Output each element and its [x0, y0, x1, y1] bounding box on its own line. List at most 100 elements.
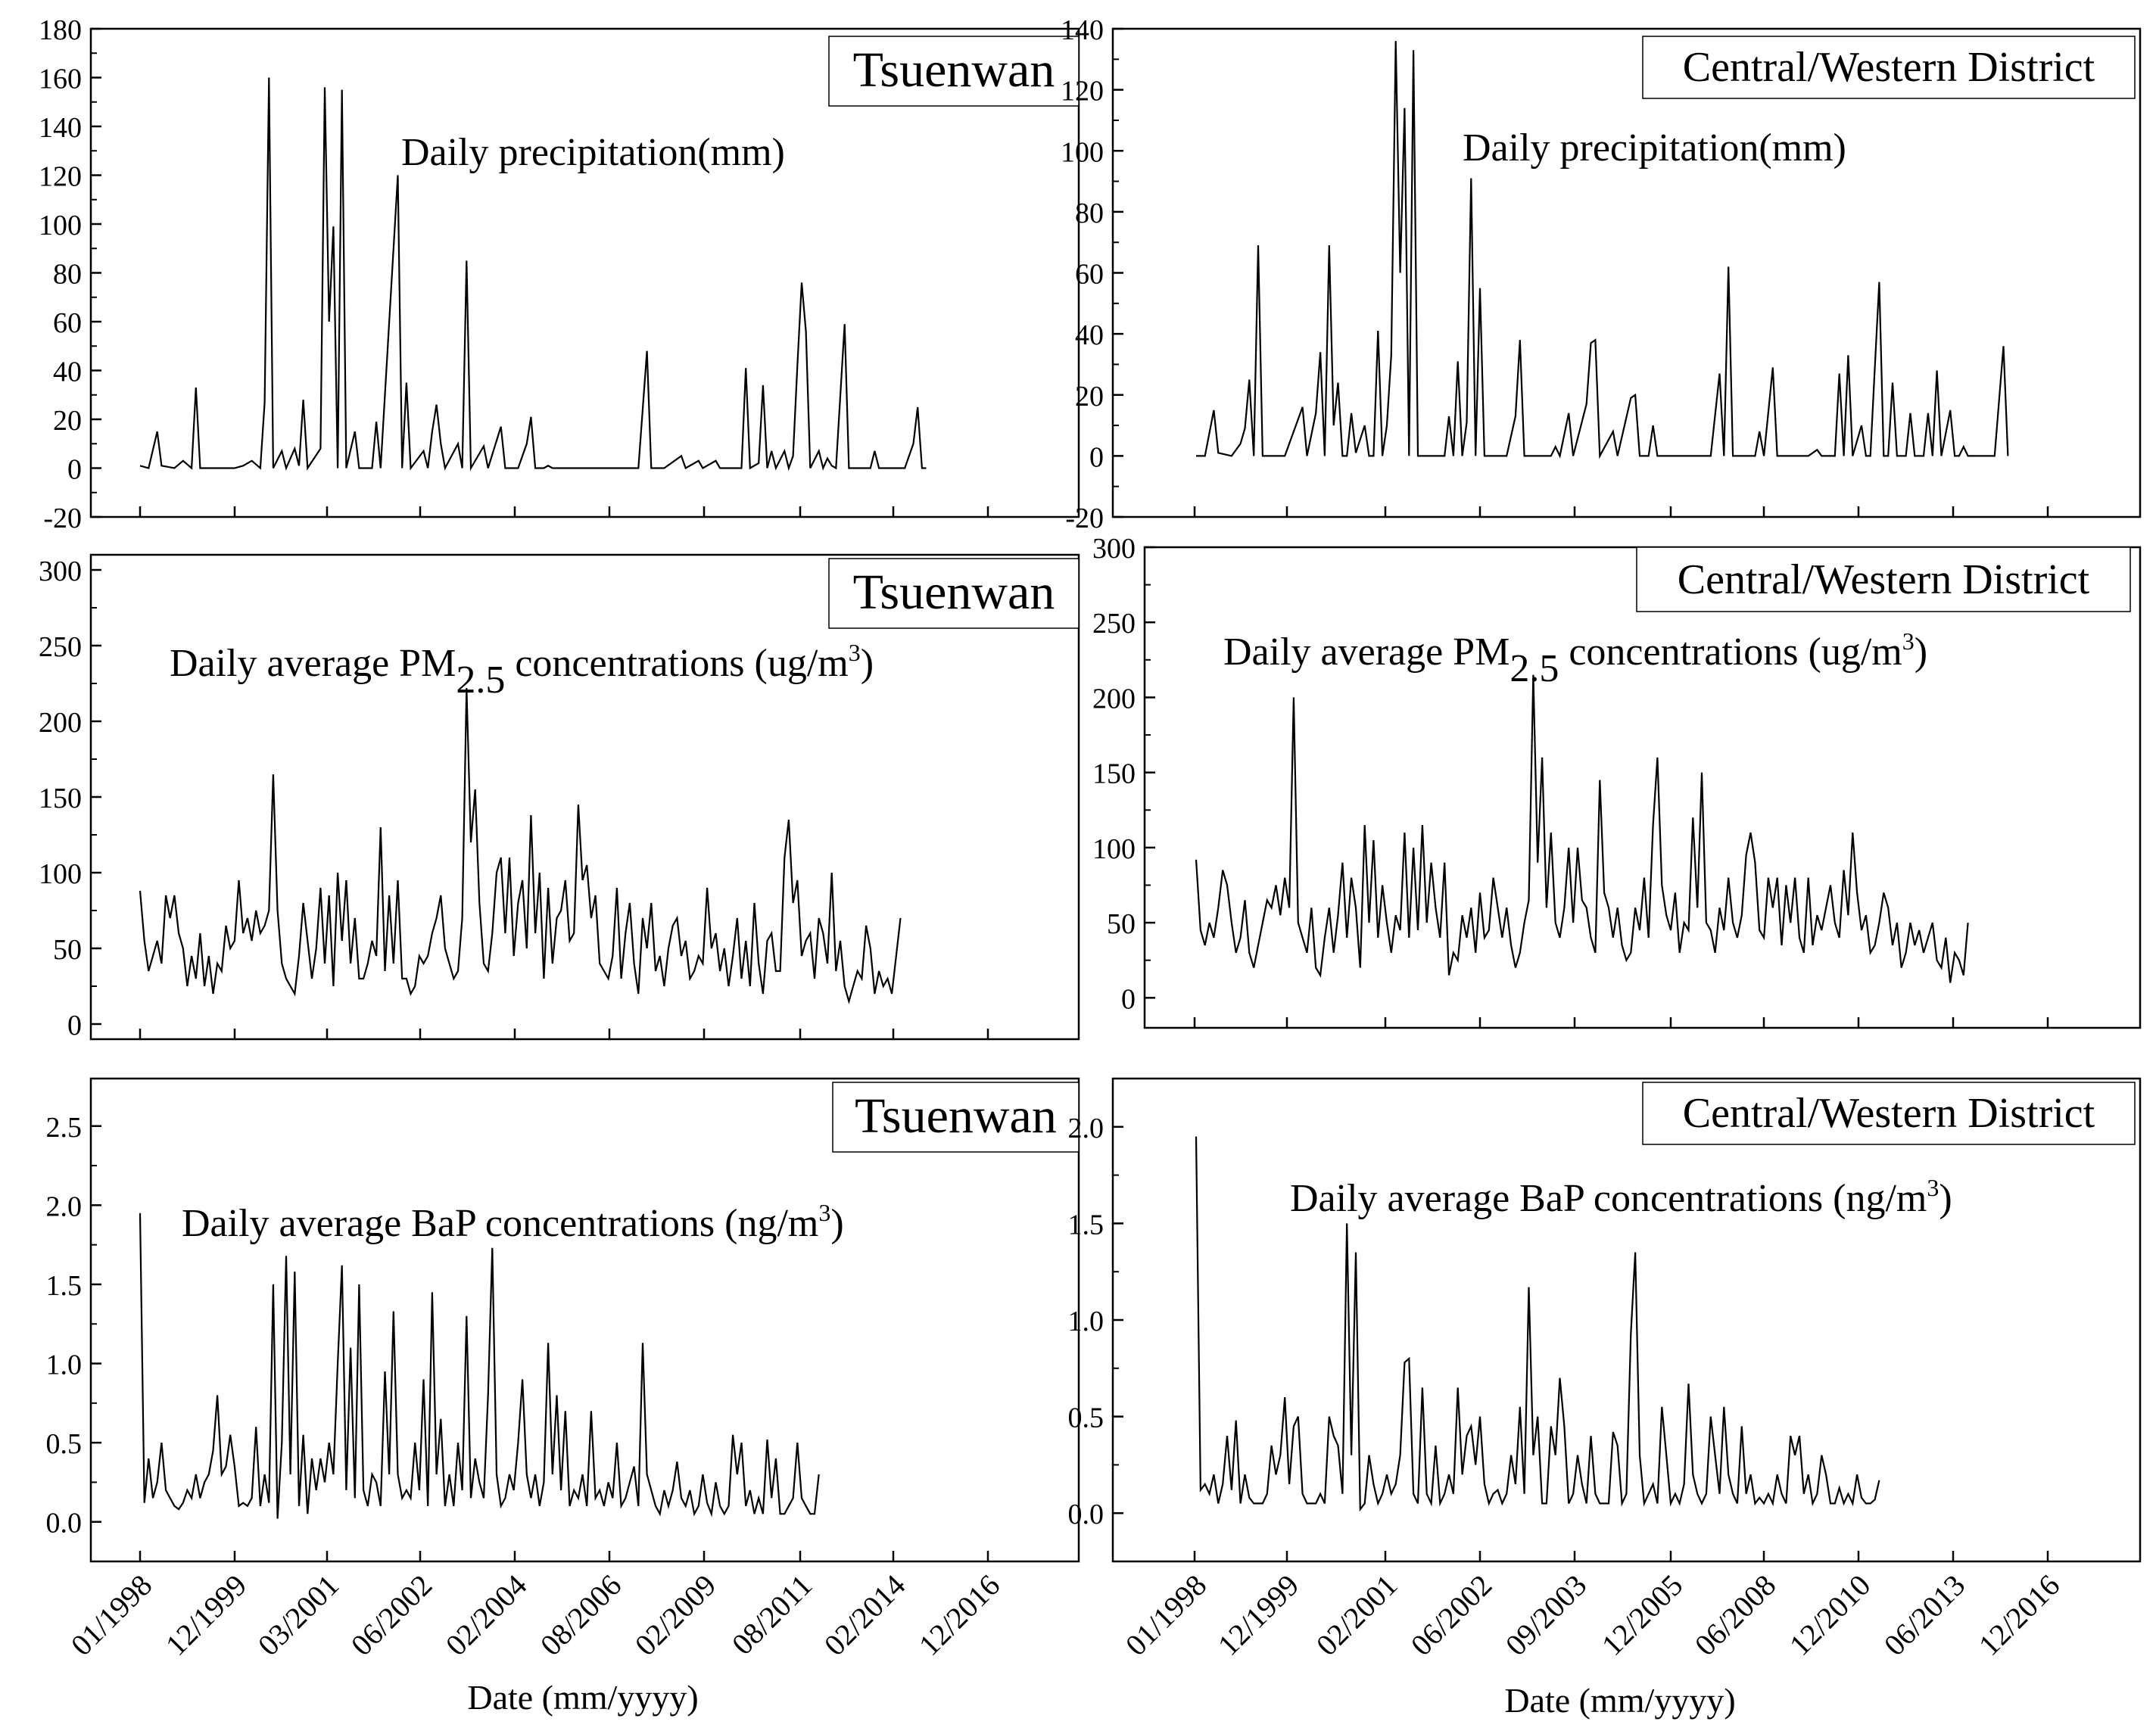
- x-tick-label: 02/2009: [628, 1568, 723, 1663]
- y-tick-label: 2.0: [46, 1191, 83, 1222]
- y-tick-label: 0.5: [1068, 1402, 1104, 1434]
- y-tick-label: 2.0: [1068, 1113, 1104, 1144]
- station-label-box: [1642, 1082, 2136, 1145]
- y-tick-label: 150: [1092, 758, 1136, 790]
- x-tick-label: 06/2002: [1404, 1568, 1499, 1663]
- y-tick-label: 0: [67, 1010, 82, 1041]
- y-tick-label: 140: [39, 112, 82, 144]
- pm-subscript: 2.5: [456, 658, 505, 702]
- x-axis-title: Date (mm/yyyy): [1504, 1681, 1735, 1720]
- y-tick-label: 50: [53, 934, 82, 966]
- y-tick-label: 180: [39, 14, 82, 46]
- y-tick-label: 1.0: [46, 1350, 83, 1381]
- x-tick-label: 08/2011: [725, 1568, 818, 1661]
- y-tick-label: 120: [39, 161, 82, 193]
- x-tick-label: 06/2013: [1877, 1568, 1972, 1663]
- chart-cw-precip: -20 0 20 40 60 80 100 120 140 Central/Western Dis…: [1061, 14, 2142, 534]
- y-tick-label: 60: [53, 307, 82, 339]
- y-tick-label: 100: [1092, 833, 1136, 865]
- station-label: Central/Western District: [1683, 1090, 2095, 1137]
- series-line: [1195, 674, 1969, 983]
- y-tick-label: 1.5: [46, 1270, 83, 1302]
- chart-tw-pm25: 0 50 100 150 200 250 300 Tsuenwan Daily average …: [39, 553, 1080, 1041]
- plot-frame: [1143, 546, 2142, 1029]
- y-tick-label: 100: [39, 210, 82, 241]
- y-tick-label: 200: [1092, 683, 1136, 714]
- y-tick-label: 150: [39, 783, 82, 814]
- y-tick-label: 0: [1121, 983, 1136, 1015]
- y-tick-label: 100: [39, 858, 82, 890]
- x-tick-label: 02/2001: [1310, 1568, 1404, 1663]
- title-close: ): [861, 642, 874, 685]
- x-tick-label: 01/1998: [1119, 1568, 1214, 1663]
- y-tick-label: 20: [1075, 381, 1104, 412]
- title-close: ): [1915, 630, 1927, 674]
- x-tick-label: 12/1999: [1211, 1568, 1306, 1663]
- y-tick-label: -20: [43, 503, 82, 534]
- y-tick-label: 200: [39, 707, 82, 739]
- y-tick-label: 20: [53, 405, 82, 437]
- y-tick-label: 0.5: [46, 1428, 83, 1460]
- chart-title: Daily precipitation(mm): [401, 131, 785, 174]
- y-tick-label: 1.0: [1068, 1306, 1104, 1337]
- station-label-box: [1642, 36, 2136, 99]
- title-rest: concentrations (ug/m: [505, 642, 848, 685]
- x-tick-label: 06/2002: [344, 1568, 439, 1663]
- title-close: ): [1939, 1177, 1952, 1220]
- y-tick-label: 60: [1075, 259, 1104, 291]
- title-rest: concentrations (ug/m: [1559, 630, 1902, 674]
- x-tick-label: 12/2016: [912, 1568, 1007, 1663]
- station-label: Tsuenwan: [853, 42, 1055, 98]
- y-tick-label: -20: [1065, 503, 1104, 534]
- series-line: [139, 687, 902, 1005]
- y-tick-label: 140: [1061, 14, 1104, 46]
- y-tick-label: 250: [39, 631, 82, 663]
- unit-superscript: 3: [1902, 627, 1915, 655]
- x-tick-label: 09/2003: [1499, 1568, 1594, 1663]
- x-tick-label: 12/1999: [159, 1568, 254, 1663]
- series-line: [139, 77, 927, 472]
- plot-frame: [89, 1077, 1080, 1563]
- series-line: [139, 1213, 820, 1519]
- station-label: Tsuenwan: [853, 565, 1055, 620]
- series-line: [1195, 1136, 1880, 1512]
- x-tick-label: 12/2005: [1595, 1568, 1690, 1663]
- y-tick-label: 300: [1092, 533, 1136, 565]
- y-tick-label: 0.0: [46, 1508, 83, 1539]
- y-tick-label: 100: [1061, 136, 1104, 168]
- x-tick-label: 12/2010: [1783, 1568, 1877, 1663]
- y-tick-label: 80: [1075, 198, 1104, 229]
- y-tick-label: 2.5: [46, 1112, 83, 1144]
- x-tick-label: 12/2016: [1972, 1568, 2067, 1663]
- x-tick-label: 01/1998: [64, 1568, 159, 1663]
- y-tick-label: 0: [1089, 441, 1104, 473]
- y-tick-label: 120: [1061, 76, 1104, 107]
- unit-superscript: 3: [818, 1199, 830, 1226]
- chart-cw-pm25: 0 50 100 150 200 250 300 Central/Western Distri…: [1092, 533, 2142, 1029]
- x-axis-title: Date (mm/yyyy): [467, 1678, 698, 1717]
- x-tick-label: 06/2008: [1688, 1568, 1783, 1663]
- x-tick-label: 03/2001: [251, 1568, 346, 1663]
- plot-frame: [1111, 27, 2142, 518]
- y-tick-label: 40: [1075, 319, 1104, 351]
- chart-tw-precip: -20 0 20 40 60 80 100 120 140 160 180 Tsuenwan Daily…: [39, 14, 1080, 534]
- unit-superscript: 3: [849, 639, 861, 666]
- y-tick-label: 80: [53, 259, 82, 291]
- x-tick-label: 02/2014: [818, 1568, 912, 1663]
- y-tick-label: 0: [67, 454, 82, 486]
- station-label-box: [1636, 546, 2131, 612]
- unit-superscript: 3: [1927, 1174, 1939, 1201]
- y-tick-label: 50: [1107, 908, 1136, 940]
- station-label-box: [832, 1082, 1080, 1153]
- y-tick-label: 160: [39, 64, 82, 95]
- y-tick-label: 300: [39, 556, 82, 587]
- station-label: Central/Western District: [1678, 556, 2090, 603]
- station-label-box: [828, 36, 1080, 107]
- chart-tw-bap: 0.0 0.5 1.0 1.5 2.0 2.5 Tsuenwan Daily average …: [46, 1077, 1080, 1563]
- chart-title: Daily precipitation(mm): [1463, 126, 1846, 170]
- chart-title: Daily average PM2.5 concentrations (ug/m…: [170, 639, 874, 702]
- y-tick-label: 40: [53, 356, 82, 388]
- y-tick-label: 1.5: [1068, 1209, 1104, 1241]
- y-tick-label: 250: [1092, 608, 1136, 640]
- station-label-box: [828, 558, 1080, 629]
